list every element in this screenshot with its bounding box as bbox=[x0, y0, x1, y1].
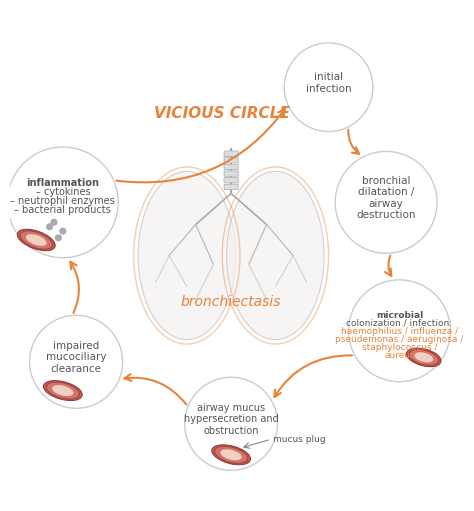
Ellipse shape bbox=[227, 171, 324, 340]
Circle shape bbox=[284, 43, 373, 131]
Text: aureus: aureus bbox=[384, 351, 415, 360]
Ellipse shape bbox=[17, 229, 55, 251]
Ellipse shape bbox=[414, 352, 433, 362]
Ellipse shape bbox=[52, 385, 73, 396]
Circle shape bbox=[8, 147, 118, 258]
Text: VICIOUS CIRCLE: VICIOUS CIRCLE bbox=[155, 106, 290, 121]
Circle shape bbox=[184, 377, 278, 470]
Ellipse shape bbox=[44, 381, 82, 401]
Circle shape bbox=[50, 219, 57, 226]
Ellipse shape bbox=[26, 234, 47, 246]
Text: pseudemonas / aeruginosa /: pseudemonas / aeruginosa / bbox=[335, 335, 464, 344]
Text: microbial: microbial bbox=[376, 311, 423, 320]
FancyBboxPatch shape bbox=[224, 157, 238, 163]
FancyArrowPatch shape bbox=[124, 374, 186, 404]
Ellipse shape bbox=[212, 445, 251, 465]
Text: staphylococcus /: staphylococcus / bbox=[362, 343, 437, 352]
Ellipse shape bbox=[138, 171, 236, 340]
Text: inflammation: inflammation bbox=[27, 178, 100, 188]
Circle shape bbox=[55, 234, 62, 241]
Text: bronchiectasis: bronchiectasis bbox=[181, 295, 282, 309]
FancyArrowPatch shape bbox=[117, 109, 285, 182]
Ellipse shape bbox=[215, 446, 247, 463]
Ellipse shape bbox=[409, 350, 438, 365]
Text: haemophilius / influenza /: haemophilius / influenza / bbox=[341, 327, 458, 336]
FancyBboxPatch shape bbox=[224, 164, 238, 170]
Text: bronchial
dilatation /
airway
destruction: bronchial dilatation / airway destructio… bbox=[356, 175, 416, 220]
Ellipse shape bbox=[46, 382, 79, 399]
Ellipse shape bbox=[220, 449, 242, 460]
Circle shape bbox=[335, 151, 437, 253]
Circle shape bbox=[46, 223, 53, 230]
Circle shape bbox=[59, 227, 66, 235]
Circle shape bbox=[348, 280, 450, 382]
FancyArrowPatch shape bbox=[385, 256, 392, 276]
FancyArrowPatch shape bbox=[348, 130, 359, 154]
FancyBboxPatch shape bbox=[224, 177, 238, 183]
Text: initial
infection: initial infection bbox=[306, 72, 351, 94]
FancyBboxPatch shape bbox=[224, 184, 238, 190]
FancyArrowPatch shape bbox=[274, 355, 352, 397]
Ellipse shape bbox=[407, 348, 441, 367]
Circle shape bbox=[29, 315, 123, 408]
FancyArrowPatch shape bbox=[70, 262, 79, 313]
Text: – neutrophil enzymes: – neutrophil enzymes bbox=[10, 196, 115, 206]
Text: – bacterial products: – bacterial products bbox=[14, 204, 111, 215]
Ellipse shape bbox=[20, 231, 53, 249]
Text: – cytokines: – cytokines bbox=[36, 187, 90, 197]
Text: impaired
mucociliary
clearance: impaired mucociliary clearance bbox=[46, 341, 106, 374]
FancyBboxPatch shape bbox=[224, 151, 238, 156]
Text: airway mucus
hypersecretion and
obstruction: airway mucus hypersecretion and obstruct… bbox=[184, 403, 279, 436]
Text: mucus plug: mucus plug bbox=[273, 435, 326, 444]
FancyBboxPatch shape bbox=[224, 171, 238, 176]
Text: colonization / infection:: colonization / infection: bbox=[346, 319, 453, 328]
